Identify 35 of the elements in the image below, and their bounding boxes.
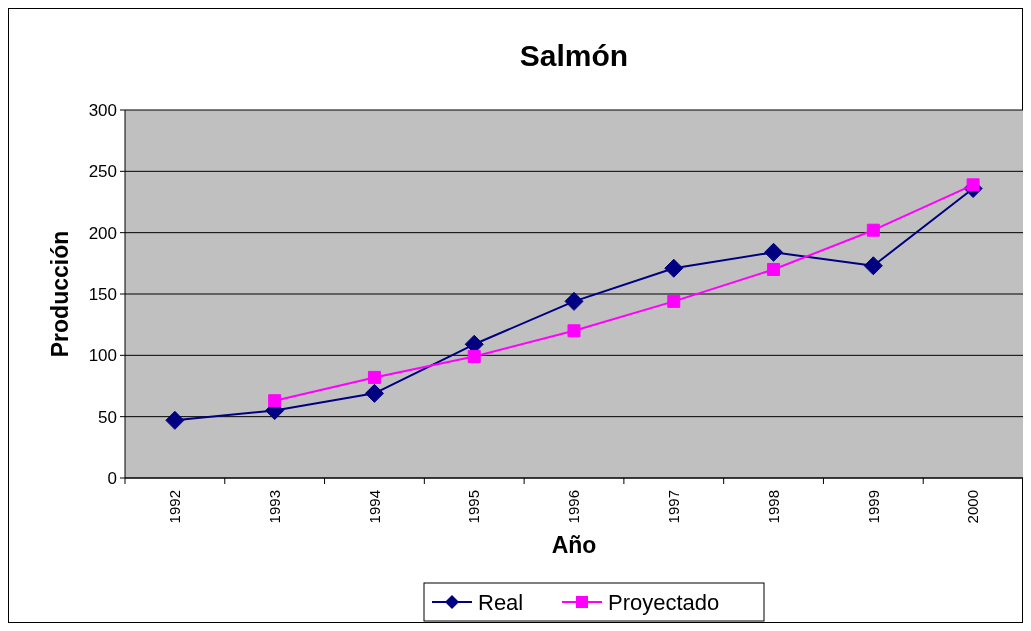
point (664, 258, 684, 278)
legend-label: Proyectado (608, 589, 720, 615)
point (866, 223, 880, 237)
point (567, 324, 581, 338)
point (467, 350, 481, 364)
x-axis-title: Año (551, 532, 597, 558)
y-tick-label: 200 (88, 223, 117, 243)
x-tick-label: 1997 (665, 490, 683, 524)
y-tick-label: 0 (107, 468, 117, 488)
chart-title: Salmón (519, 39, 629, 72)
x-tick-label: 1996 (565, 490, 583, 524)
legend-label: Real (478, 589, 524, 615)
point (863, 256, 883, 276)
point (667, 294, 681, 308)
y-tick-label: 150 (88, 284, 117, 304)
point (767, 262, 781, 276)
y-tick-label: 100 (88, 346, 117, 366)
x-tick-label: 1993 (265, 490, 283, 524)
point (165, 410, 185, 430)
x-tick-label: 1998 (764, 490, 782, 524)
y-axis-title: Producción (47, 230, 73, 358)
x-tick-label: 1994 (365, 490, 383, 524)
x-tick-label: 1995 (465, 490, 483, 524)
y-tick-label: 50 (98, 407, 117, 427)
y-tick-label: 300 (88, 100, 117, 120)
point (364, 383, 384, 403)
point (564, 291, 584, 311)
y-tick-label: 250 (88, 162, 117, 182)
point (764, 242, 784, 262)
x-tick-label: 1992 (166, 490, 184, 524)
x-tick-label: 2000 (964, 490, 982, 524)
point (367, 370, 381, 384)
x-tick-label: 1999 (864, 490, 882, 524)
point (966, 178, 980, 192)
point (268, 394, 282, 408)
